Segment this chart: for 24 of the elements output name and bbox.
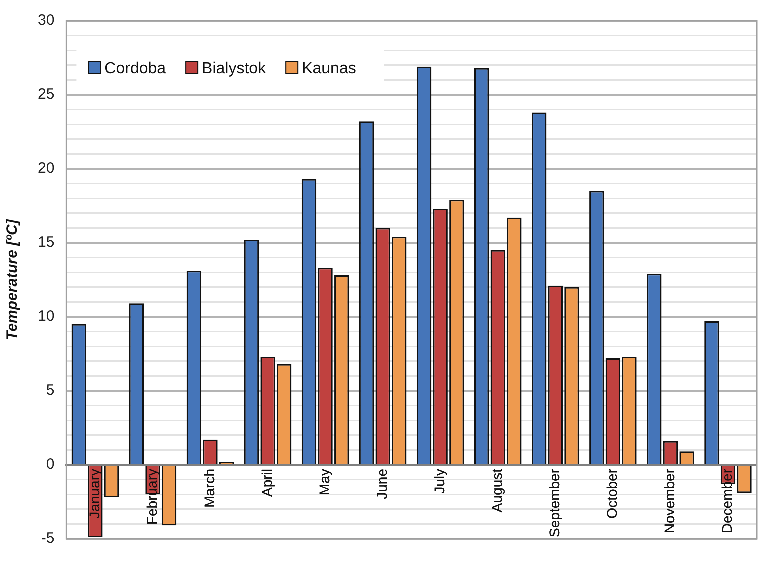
x-tick-label: December: [719, 468, 736, 534]
x-tick-label: April: [258, 469, 275, 498]
x-tick-label: October: [604, 468, 620, 519]
legend-label: Kaunas: [302, 60, 356, 78]
x-tick-label: November: [662, 468, 678, 534]
y-tick-label: 10: [38, 308, 55, 326]
x-tick-label: January: [86, 469, 102, 519]
y-tick-label: -5: [41, 530, 55, 548]
x-tick-label: June: [374, 468, 390, 500]
y-tick-label: 5: [46, 382, 55, 400]
x-tick-label: August: [488, 468, 505, 513]
x-tick-label: September: [546, 468, 563, 538]
y-tick-label: 20: [38, 160, 55, 178]
x-tick-label: March: [201, 469, 218, 508]
legend-label: Cordoba: [104, 60, 166, 78]
y-tick-label: 30: [38, 12, 55, 30]
y-tick-label: 15: [38, 234, 55, 252]
y-tick-label: 0: [46, 456, 55, 474]
x-tick-label: July: [431, 469, 448, 494]
y-tick-label: 25: [38, 86, 55, 104]
legend-label: Bialystok: [202, 60, 268, 78]
x-tick-label: February: [144, 469, 160, 526]
y-axis-title: Temperature [ºC]: [4, 218, 22, 340]
x-tick-label: May: [316, 469, 332, 496]
